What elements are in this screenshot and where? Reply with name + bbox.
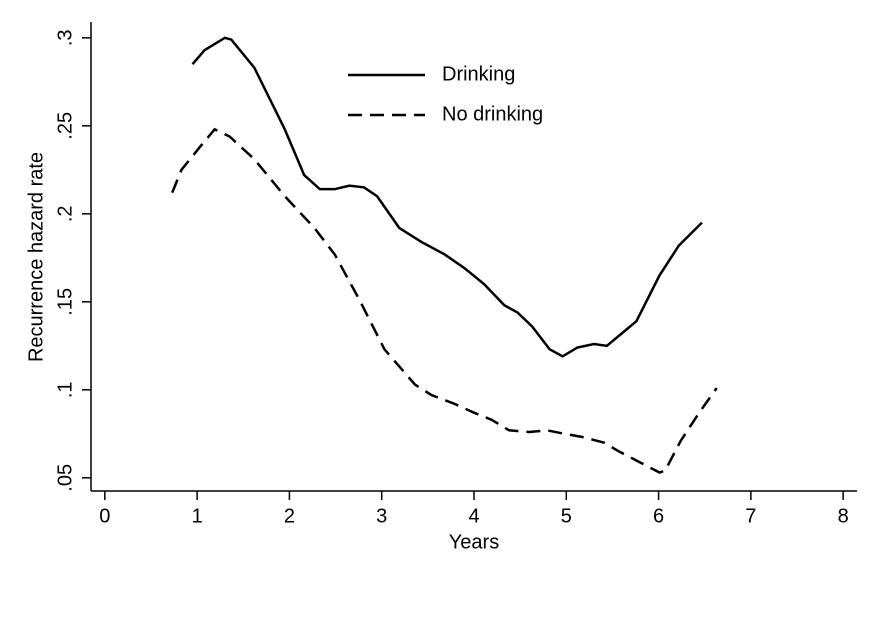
legend-label: No drinking <box>442 103 543 125</box>
x-tick-label: 2 <box>284 505 295 527</box>
x-tick-label: 8 <box>838 505 849 527</box>
y-tick-label: .1 <box>54 381 76 398</box>
y-axis-title: Recurrence hazard rate <box>25 152 47 362</box>
y-tick-label: .3 <box>54 29 76 46</box>
legend-label: Drinking <box>442 63 515 85</box>
line-series <box>191 36 703 358</box>
x-tick-label: 5 <box>561 505 572 527</box>
x-tick-label: 0 <box>99 505 110 527</box>
x-tick-label: 7 <box>745 505 756 527</box>
x-axis-title: Years <box>449 531 499 553</box>
y-tick-label: .25 <box>54 112 76 140</box>
x-tick-label: 3 <box>376 505 387 527</box>
y-tick-label: .15 <box>54 288 76 316</box>
y-tick-label: .05 <box>54 464 76 492</box>
x-tick-label: 1 <box>192 505 203 527</box>
line-series <box>171 127 718 474</box>
y-tick-label: .2 <box>54 205 76 222</box>
x-tick-label: 6 <box>653 505 664 527</box>
x-tick-label: 4 <box>468 505 479 527</box>
